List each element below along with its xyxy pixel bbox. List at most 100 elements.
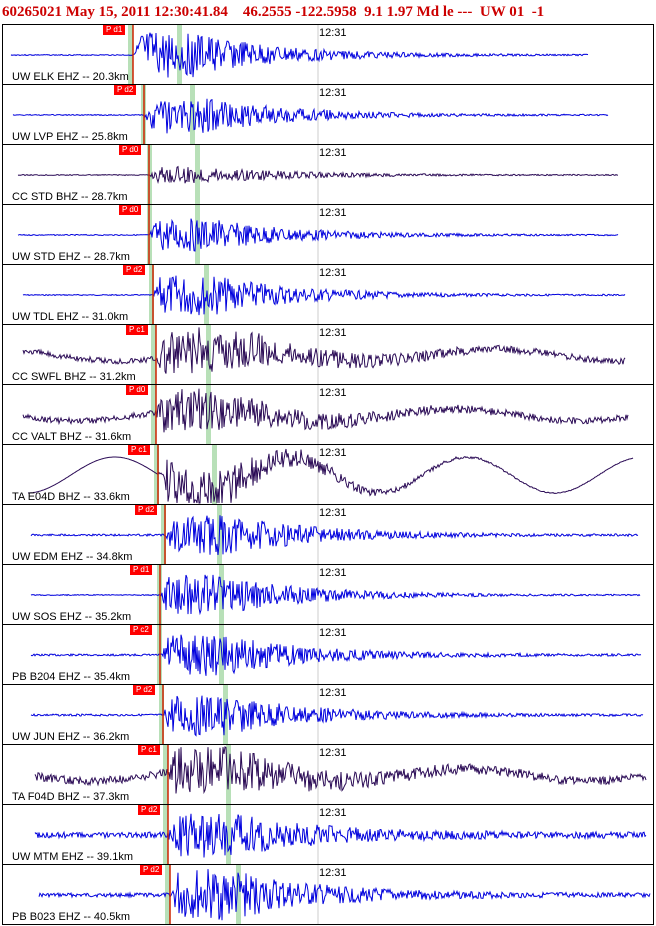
waveform-plot: [34, 745, 647, 804]
seismogram-panel[interactable]: P d2 12:31 UW EDM EHZ -- 34.8km: [2, 504, 654, 565]
phase-window-band: [219, 565, 224, 624]
waveform-plot: [30, 505, 639, 564]
waveform-plot: [12, 85, 609, 144]
pick-tag[interactable]: P d2: [140, 865, 163, 875]
waveform-plot: [22, 385, 629, 444]
waveform-trace: [22, 327, 626, 374]
seismogram-panel[interactable]: P d1 12:31 UW SOS EHZ -- 35.2km: [2, 564, 654, 625]
time-label: 12:31: [319, 27, 347, 39]
pick-tag[interactable]: P c1: [138, 745, 160, 755]
seismogram-panel[interactable]: P d0 12:31 CC VALT BHZ -- 31.6km: [2, 384, 654, 445]
phase-window-band: [190, 85, 195, 144]
station-label: UW SOS EHZ -- 35.2km: [12, 611, 132, 623]
waveform-plot: [30, 685, 644, 744]
pick-tag[interactable]: P d0: [119, 145, 142, 155]
time-label: 12:31: [319, 567, 347, 579]
waveform-trace: [30, 634, 642, 676]
phase-window-band: [236, 865, 241, 924]
waveform-trace: [38, 869, 651, 921]
phase-window-band: [165, 865, 170, 924]
waveform-plot: [22, 265, 626, 324]
waveform-trace: [27, 448, 634, 504]
station-label: UW EDM EHZ -- 34.8km: [12, 551, 133, 563]
phase-window-band: [151, 325, 156, 384]
pick-tag[interactable]: P d2: [135, 505, 158, 515]
time-label: 12:31: [319, 87, 347, 99]
seismogram-panel[interactable]: P c1 12:31 TA E04D BHZ -- 33.6km: [2, 444, 654, 505]
time-label: 12:31: [319, 867, 347, 879]
waveform-plot: [38, 865, 651, 924]
pick-tag[interactable]: P d1: [130, 565, 153, 575]
waveform-plot: [17, 205, 619, 264]
station-label: UW STD EHZ -- 28.7km: [12, 251, 130, 263]
pick-tag[interactable]: P c2: [130, 625, 152, 635]
seismogram-panel[interactable]: P d2 12:31 UW LVP EHZ -- 25.8km: [2, 84, 654, 145]
time-label: 12:31: [319, 627, 347, 639]
seismogram-panel[interactable]: P d0 12:31 UW STD EHZ -- 28.7km: [2, 204, 654, 265]
seismogram-panel[interactable]: P d1 12:31 UW ELK EHZ -- 20.3km: [2, 24, 654, 85]
time-label: 12:31: [319, 147, 347, 159]
pick-tag[interactable]: P d2: [114, 85, 137, 95]
seismogram-panel[interactable]: P d2 12:31 PB B023 EHZ -- 40.5km: [2, 864, 654, 925]
seismogram-panel[interactable]: P d2 12:31 UW MTM EHZ -- 39.1km: [2, 804, 654, 865]
phase-window-band: [128, 25, 133, 84]
station-label: TA E04D BHZ -- 33.6km: [12, 491, 130, 503]
waveform-plot: [22, 325, 626, 384]
time-label: 12:31: [319, 687, 347, 699]
waveform-trace: [17, 218, 619, 252]
station-label: TA F04D BHZ -- 37.3km: [12, 791, 130, 803]
waveform-trace: [22, 275, 626, 316]
waveform-trace: [34, 746, 647, 795]
waveform-plot: [10, 25, 589, 84]
seismogram-panel[interactable]: P d0 12:31 CC STD BHZ -- 28.7km: [2, 144, 654, 205]
pick-tag[interactable]: P c1: [128, 445, 150, 455]
phase-window-band: [177, 25, 182, 84]
station-label: UW LVP EHZ -- 25.8km: [12, 131, 128, 143]
seismogram-panel[interactable]: P c1 12:31 CC SWFL BHZ -- 31.2km: [2, 324, 654, 385]
waveform-trace: [34, 813, 647, 858]
station-label: UW TDL EHZ -- 31.0km: [12, 311, 129, 323]
seismogram-panel[interactable]: P d2 12:31 UW JUN EHZ -- 36.2km: [2, 684, 654, 745]
waveform-trace: [30, 574, 641, 616]
time-label: 12:31: [319, 507, 347, 519]
pick-tag[interactable]: P c1: [126, 325, 148, 335]
time-label: 12:31: [319, 267, 347, 279]
seismogram-panel[interactable]: P c1 12:31 TA F04D BHZ -- 37.3km: [2, 744, 654, 805]
time-label: 12:31: [319, 807, 347, 819]
event-header: 60265021 May 15, 2011 12:30:41.84 46.255…: [2, 4, 545, 20]
pick-tag[interactable]: P d0: [126, 385, 149, 395]
seismogram-panels: P d1 12:31 UW ELK EHZ -- 20.3km P d2 12:31 UW…: [0, 24, 656, 926]
waveform-trace: [12, 98, 609, 134]
pick-tag[interactable]: P d2: [123, 265, 146, 275]
waveform-trace: [30, 515, 639, 555]
time-label: 12:31: [319, 747, 347, 759]
station-label: CC VALT BHZ -- 31.6km: [12, 431, 132, 443]
waveform-trace: [10, 32, 589, 78]
station-label: UW JUN EHZ -- 36.2km: [12, 731, 130, 743]
seismogram-panel[interactable]: P d2 12:31 UW TDL EHZ -- 31.0km: [2, 264, 654, 325]
time-label: 12:31: [319, 207, 347, 219]
station-label: UW ELK EHZ -- 20.3km: [12, 71, 129, 83]
station-label: UW MTM EHZ -- 39.1km: [12, 851, 133, 863]
pick-tag[interactable]: P d2: [133, 685, 156, 695]
waveform-trace: [22, 388, 629, 433]
station-label: PB B204 EHZ -- 35.4km: [12, 671, 130, 683]
pick-tag[interactable]: P d2: [138, 805, 161, 815]
phase-window-band: [154, 445, 159, 504]
pick-tag[interactable]: P d0: [119, 205, 142, 215]
phase-window-band: [226, 805, 231, 864]
waveform-plot: [30, 625, 642, 684]
station-label: CC SWFL BHZ -- 31.2km: [12, 371, 136, 383]
phase-window-band: [195, 145, 200, 204]
station-label: CC STD BHZ -- 28.7km: [12, 191, 128, 203]
time-label: 12:31: [319, 387, 347, 399]
time-label: 12:31: [319, 447, 347, 459]
waveform-plot: [30, 565, 641, 624]
seismogram-panel[interactable]: P c2 12:31 PB B204 EHZ -- 35.4km: [2, 624, 654, 685]
waveform-plot: [27, 445, 634, 504]
waveform-plot: [34, 805, 647, 864]
waveform-plot: [17, 145, 618, 204]
pick-tag[interactable]: P d1: [103, 25, 126, 35]
phase-window-band: [206, 385, 211, 444]
phase-window-band: [212, 445, 217, 504]
